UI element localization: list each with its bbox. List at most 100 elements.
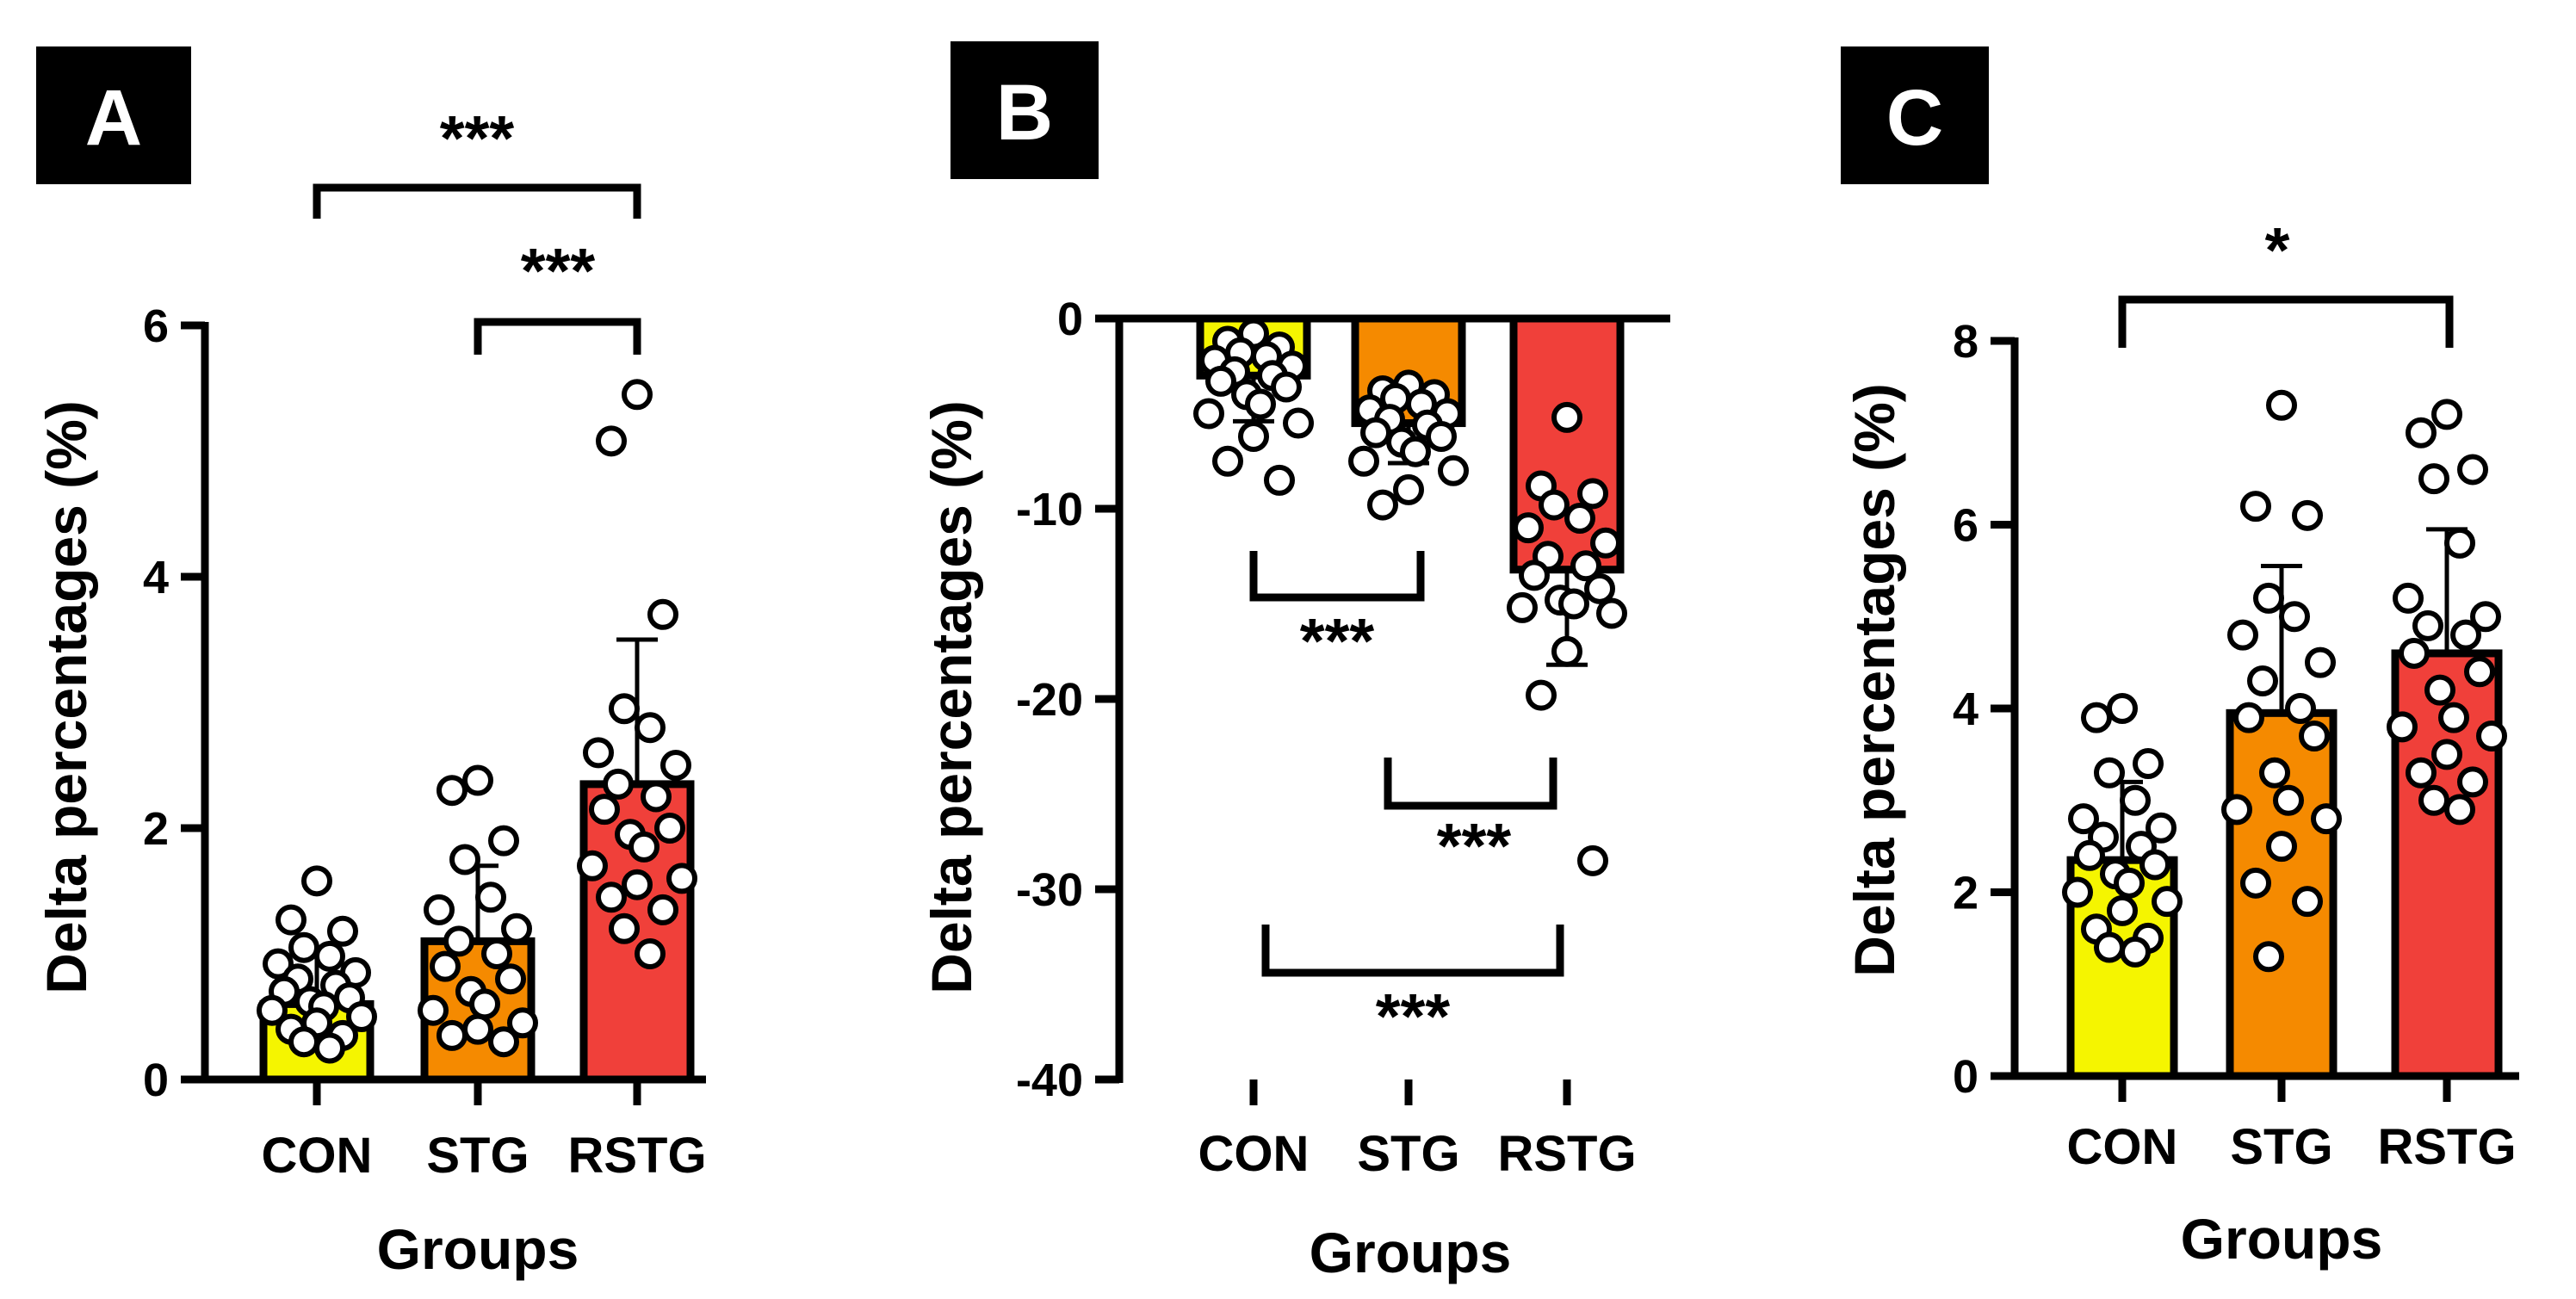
panel-c-point-con — [2139, 849, 2170, 881]
panel-c-points — [2062, 389, 2507, 973]
panel-b-point-rstg — [1558, 588, 1589, 620]
panel-b-point-con — [1212, 445, 1243, 477]
panel-c-point-stg — [2285, 693, 2316, 724]
panel-a-point-rstg — [577, 850, 608, 881]
panel-a-points — [257, 379, 697, 1064]
panel-b: B *** *** *** 0 -10 -20 -30 -40 CON STG RSTG — [920, 41, 1670, 1284]
panel-c-point-rstg — [2431, 739, 2462, 770]
panel-c-point-stg — [2247, 665, 2278, 696]
panel-a-point-stg — [418, 994, 449, 1026]
panel-b-cat-rstg: RSTG — [1497, 1126, 1636, 1182]
panel-b-point-con — [1238, 421, 1269, 453]
panel-c-point-con — [2107, 693, 2138, 724]
panel-b-sig-bracket-stg-rstg: *** — [1384, 758, 1557, 881]
panel-a-point-rstg — [622, 869, 653, 900]
panel-b-point-stg — [1393, 473, 1424, 505]
panel-c-point-con — [2081, 702, 2112, 733]
panel-b-point-stg — [1360, 417, 1391, 448]
panel-a-point-rstg — [660, 750, 691, 781]
panel-c-point-con — [2114, 867, 2145, 899]
panel-a-point-con — [263, 948, 294, 980]
panel-c-point-stg — [2227, 619, 2258, 651]
panel-b-point-rstg — [1584, 572, 1615, 604]
panel-c-point-stg — [2305, 646, 2336, 678]
panel-c-point-con — [2074, 839, 2105, 871]
panel-b-point-rstg — [1539, 489, 1570, 521]
panel-c-point-con — [2133, 748, 2164, 780]
panel-a-point-rstg — [596, 881, 627, 913]
panel-b-ytick-label: -10 — [1016, 484, 1083, 535]
panel-a-point-rstg — [622, 379, 653, 411]
panel-c: C * 0 2 4 6 8 CON STG RSTG Groups Delta perc… — [1841, 46, 2519, 1271]
panel-c-ytick-label: 4 — [1953, 684, 1978, 735]
panel-a-point-con — [288, 931, 319, 963]
panel-b-point-con — [1271, 371, 1302, 403]
panel-c-ytick-label: 0 — [1953, 1051, 1978, 1103]
panel-a-point-stg — [475, 881, 506, 913]
panel-c-point-rstg — [2387, 711, 2418, 743]
panel-c-point-con — [2062, 876, 2093, 908]
panel-a-y-label: Delta percentages (%) — [34, 400, 98, 994]
panel-b-cat-con: CON — [1198, 1126, 1310, 1182]
panel-b-ytick-label: -40 — [1016, 1055, 1083, 1106]
panel-b-sig-label-stg-rstg: *** — [1437, 810, 1512, 881]
panel-c-point-rstg — [2444, 527, 2475, 559]
panel-c-ytick-label: 8 — [1953, 316, 1978, 368]
panel-b-point-con — [1264, 464, 1295, 496]
panel-c-point-rstg — [2438, 702, 2469, 733]
panel-b-point-con — [1245, 388, 1276, 420]
panel-b-point-rstg — [1577, 478, 1608, 510]
panel-a-point-rstg — [635, 712, 666, 744]
panel-b-point-rstg — [1507, 591, 1538, 623]
panel-c-point-rstg — [2406, 417, 2437, 448]
panel-c-point-con — [2094, 931, 2125, 963]
panel-a-point-rstg — [589, 794, 620, 826]
panel-b-point-stg — [1438, 455, 1469, 486]
panel-c-badge-label: C — [1886, 74, 1943, 162]
panel-b-point-stg — [1367, 489, 1398, 521]
panel-a-badge-label: A — [85, 74, 142, 162]
panel-c-point-rstg — [2444, 794, 2475, 826]
panel-b-ytick-label: 0 — [1057, 294, 1083, 345]
panel-b-point-con — [1205, 365, 1236, 397]
panel-c-point-stg — [2299, 721, 2330, 752]
panel-c-point-rstg — [2464, 656, 2495, 688]
panel-c-point-stg — [2253, 582, 2284, 614]
panel-b-point-rstg — [1526, 679, 1557, 711]
panel-c-point-rstg — [2412, 609, 2443, 641]
panel-b-point-rstg — [1513, 512, 1544, 544]
panel-b-point-rstg — [1551, 635, 1582, 667]
panel-b-sig-label-con-rstg: *** — [1376, 980, 1451, 1052]
panel-b-sig-bracket-con-stg: *** — [1249, 551, 1425, 677]
panel-c-point-stg — [2266, 831, 2297, 863]
panel-a-point-con — [346, 1001, 377, 1032]
panel-c-point-stg — [2292, 886, 2323, 918]
panel-b-point-rstg — [1519, 560, 1550, 591]
panel-c-point-stg — [2240, 491, 2271, 523]
panel-c-badge — [1841, 46, 1989, 184]
panel-b-ytick-label: -20 — [1016, 674, 1083, 726]
panel-c-ytick-label: 6 — [1953, 500, 1978, 552]
panel-c-point-stg — [2279, 601, 2310, 633]
panel-b-point-stg — [1400, 436, 1431, 467]
panel-c-point-rstg — [2393, 582, 2424, 614]
panel-a-cat-con: CON — [262, 1128, 373, 1184]
panel-a-point-rstg — [647, 894, 678, 925]
panel-c-point-rstg — [2399, 637, 2430, 669]
panel-c-point-rstg — [2406, 757, 2437, 789]
panel-a-point-rstg — [654, 813, 685, 844]
panel-a: A *** *** 0 2 4 6 CON STG RSTG Groups Delta… — [34, 46, 707, 1281]
panel-a-point-stg — [462, 1013, 493, 1045]
panel-a-point-con — [301, 865, 332, 897]
panel-a-point-stg — [449, 844, 480, 875]
panel-c-point-rstg — [2431, 399, 2462, 430]
panel-a-ytick-label: 2 — [143, 803, 169, 855]
panel-a-point-con — [276, 904, 307, 936]
panel-a-x-label: Groups — [377, 1217, 579, 1281]
panel-b-y-label: Delta percentages (%) — [920, 400, 983, 994]
panel-c-point-stg — [2240, 867, 2271, 899]
panel-c-sig-bracket-con-rstg: * — [2118, 214, 2454, 348]
panel-c-point-con — [2146, 812, 2177, 844]
panel-c-point-con — [2068, 803, 2099, 835]
